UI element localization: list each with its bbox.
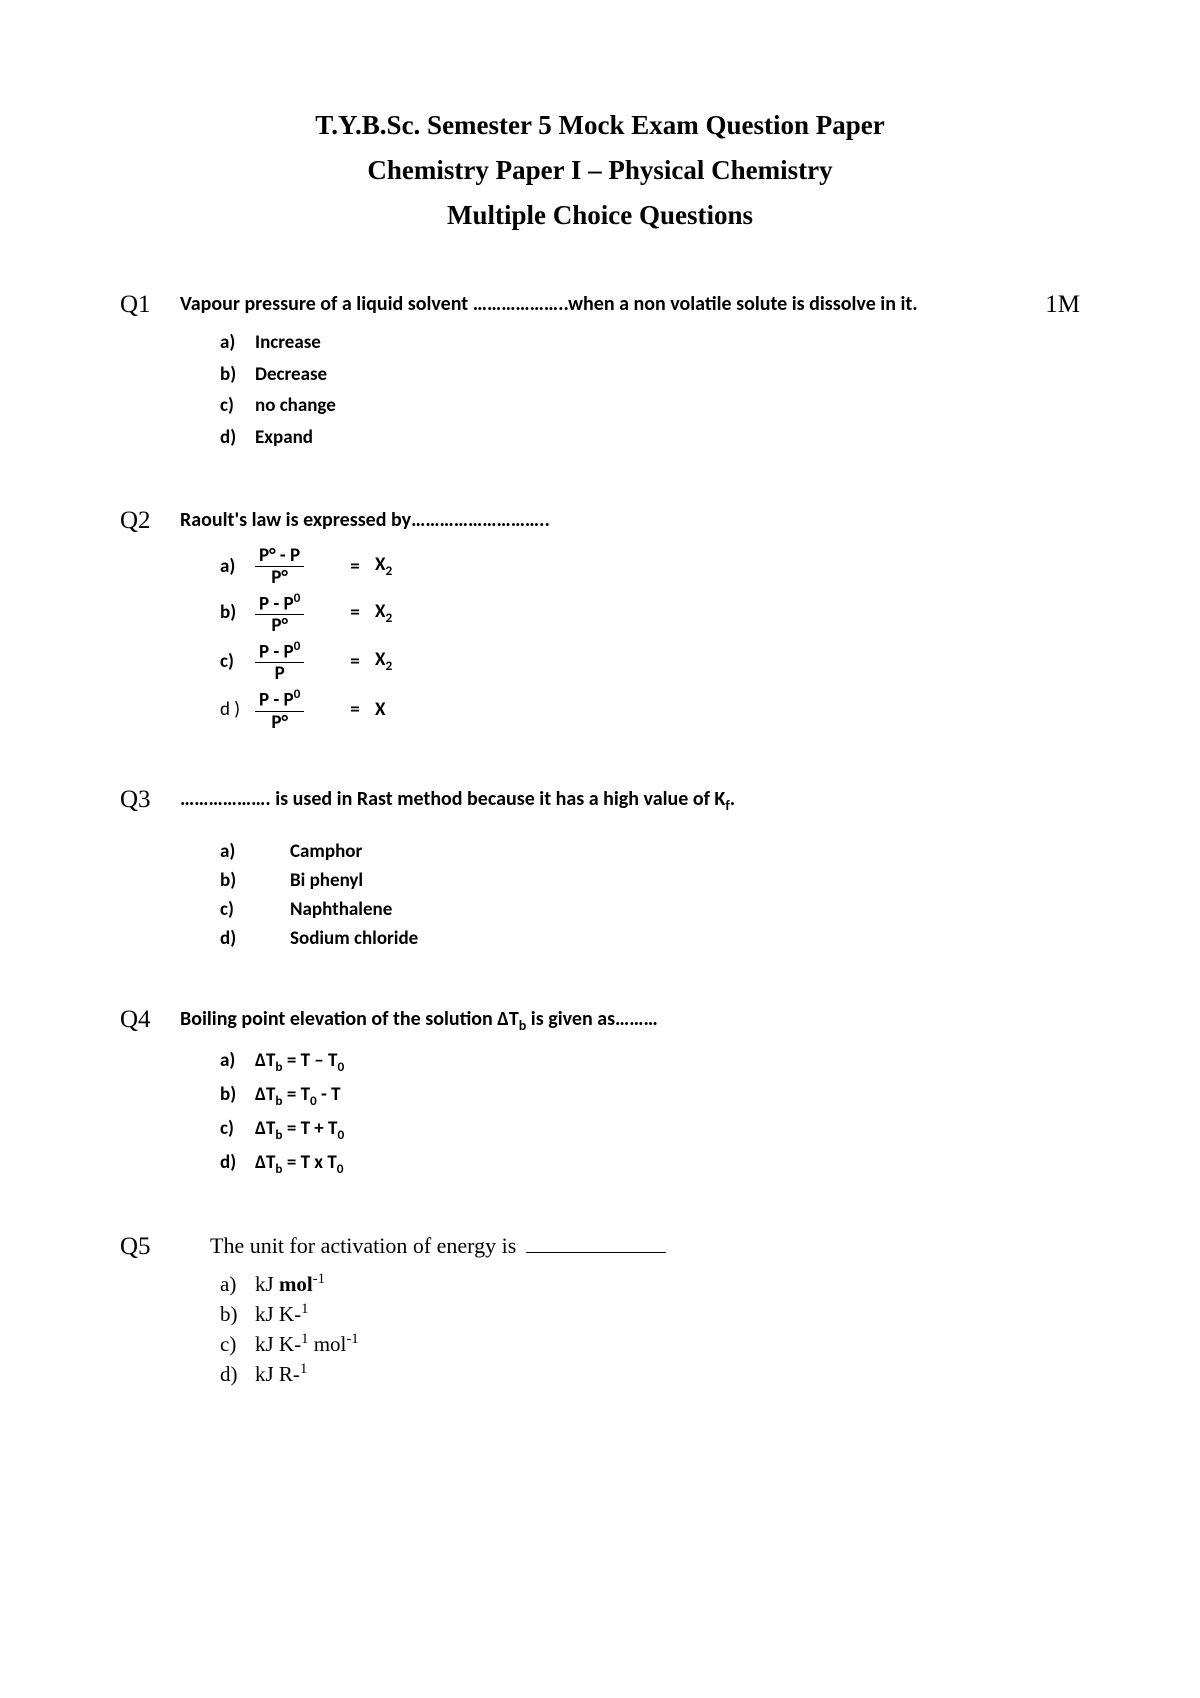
q4-stem: Boiling point elevation of the solution …: [180, 1006, 1030, 1036]
q4-option-b: b)ΔTb = T0 - T: [220, 1082, 1030, 1110]
header-line-3: Multiple Choice Questions: [120, 200, 1080, 231]
q1-options: a)Increase b)Decrease c)no change d)Expa…: [180, 330, 1030, 451]
q2-option-d: d ) P - P0P° = X: [220, 687, 1030, 731]
q3-option-c: c)Naphthalene: [220, 898, 1030, 921]
q1-body: Vapour pressure of a liquid solvent ……………: [180, 291, 1030, 457]
q1-option-b: b)Decrease: [220, 362, 1030, 388]
q1-stem: Vapour pressure of a liquid solvent ……………: [180, 291, 1030, 318]
q2-options: a) P° - PP° = X2 b) P - P0P° = X2 c) P -…: [180, 546, 1030, 732]
q4-option-d: d)ΔTb = T x T0: [220, 1150, 1030, 1178]
q3-option-a: a)Camphor: [220, 840, 1030, 863]
blank-underline: [526, 1252, 666, 1253]
q2-body: Raoult's law is expressed by……………………….. …: [180, 507, 1030, 736]
q4-number: Q4: [120, 1006, 180, 1034]
question-5: Q5 The unit for activation of energy is …: [120, 1233, 1080, 1391]
page-header: T.Y.B.Sc. Semester 5 Mock Exam Question …: [120, 110, 1080, 231]
q5-options: a)kJ mol-1 b)kJ K-1 c)kJ K-1 mol-1 d)kJ …: [210, 1271, 1030, 1387]
q5-option-d: d)kJ R-1: [220, 1361, 1030, 1387]
q5-body: The unit for activation of energy is a)k…: [180, 1233, 1030, 1391]
q4-option-c: c)ΔTb = T + T0: [220, 1116, 1030, 1144]
q2-option-b: b) P - P0P° = X2: [220, 591, 1030, 635]
q2-option-c: c) P - P0P = X2: [220, 639, 1030, 683]
q1-option-a: a)Increase: [220, 330, 1030, 356]
q5-stem: The unit for activation of energy is: [210, 1233, 1030, 1259]
header-line-2: Chemistry Paper I – Physical Chemistry: [120, 155, 1080, 186]
q5-option-b: b)kJ K-1: [220, 1301, 1030, 1327]
q3-option-d: d)Sodium chloride: [220, 927, 1030, 950]
q4-body: Boiling point elevation of the solution …: [180, 1006, 1030, 1183]
q2-stem: Raoult's law is expressed by………………………..: [180, 507, 1030, 534]
q1-marks: 1M: [1030, 291, 1080, 319]
q4-options: a)ΔTb = T – T0 b)ΔTb = T0 - T c)ΔTb = T …: [180, 1048, 1030, 1177]
q5-option-a: a)kJ mol-1: [220, 1271, 1030, 1297]
exam-page: T.Y.B.Sc. Semester 5 Mock Exam Question …: [0, 0, 1200, 1698]
q3-number: Q3: [120, 786, 180, 814]
q3-options: a)Camphor b)Bi phenyl c)Naphthalene d)So…: [180, 840, 1030, 950]
q1-option-d: d)Expand: [220, 425, 1030, 451]
question-1: Q1 Vapour pressure of a liquid solvent ……: [120, 291, 1080, 457]
question-3: Q3 ………………. is used in Rast method becaus…: [120, 786, 1080, 957]
q2-number: Q2: [120, 507, 180, 535]
q3-option-b: b)Bi phenyl: [220, 869, 1030, 892]
header-line-1: T.Y.B.Sc. Semester 5 Mock Exam Question …: [120, 110, 1080, 141]
q1-number: Q1: [120, 291, 180, 319]
question-4: Q4 Boiling point elevation of the soluti…: [120, 1006, 1080, 1183]
q3-stem: ………………. is used in Rast method because i…: [180, 786, 1030, 816]
q5-number: Q5: [120, 1233, 180, 1261]
q4-option-a: a)ΔTb = T – T0: [220, 1048, 1030, 1076]
q5-option-c: c)kJ K-1 mol-1: [220, 1331, 1030, 1357]
q1-option-c: c)no change: [220, 393, 1030, 419]
q3-body: ………………. is used in Rast method because i…: [180, 786, 1030, 957]
q2-option-a: a) P° - PP° = X2: [220, 546, 1030, 587]
question-2: Q2 Raoult's law is expressed by…………………………: [120, 507, 1080, 736]
